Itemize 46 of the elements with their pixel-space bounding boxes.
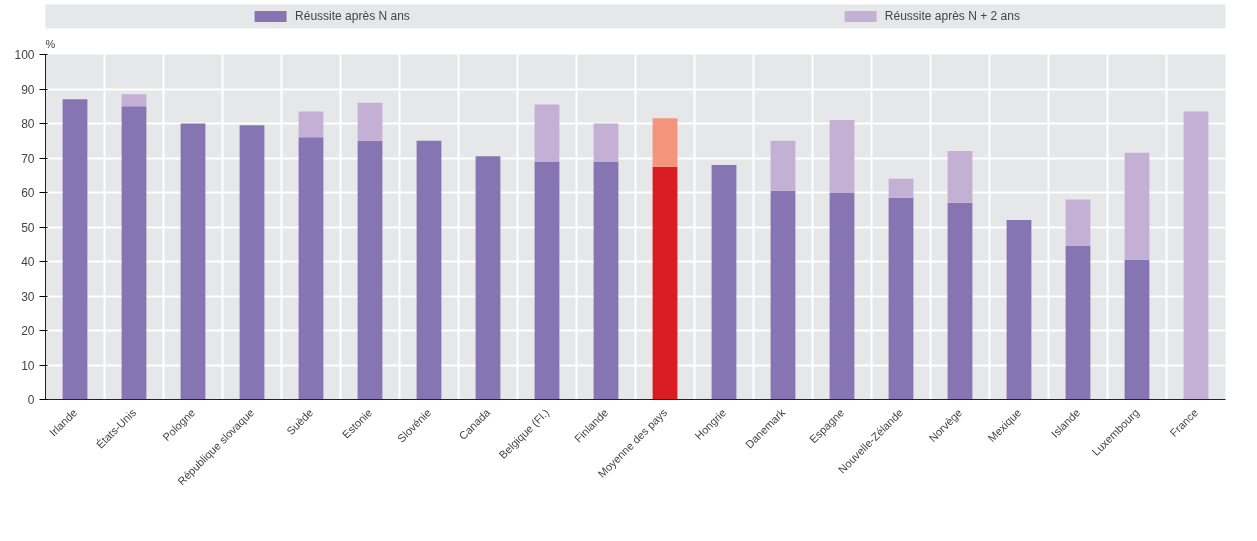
bar <box>298 137 324 400</box>
bar <box>1124 152 1150 260</box>
bar <box>770 190 796 400</box>
bar <box>534 161 560 400</box>
bar <box>888 178 914 198</box>
legend-label: Réussite après N ans <box>295 9 410 23</box>
y-axis-title: % <box>45 37 56 50</box>
bar <box>1183 111 1209 400</box>
bar <box>1065 199 1091 246</box>
bar <box>534 104 560 162</box>
y-tick-label: 100 <box>14 48 35 62</box>
bar <box>770 140 796 191</box>
y-tick-label: 90 <box>21 82 35 97</box>
y-tick-label: 50 <box>21 220 35 235</box>
bar <box>416 140 442 400</box>
bar <box>888 197 914 400</box>
bar <box>1006 220 1032 400</box>
bar <box>652 118 678 167</box>
bar <box>298 111 324 138</box>
bar <box>62 99 88 400</box>
bar <box>711 164 737 400</box>
bar <box>180 123 206 400</box>
y-tick-label: 70 <box>21 151 35 166</box>
y-tick-label: 0 <box>27 393 35 407</box>
bar <box>1065 245 1091 400</box>
bar <box>947 151 973 203</box>
bar <box>829 120 855 193</box>
y-tick-label: 10 <box>21 358 35 373</box>
bar <box>1124 259 1150 400</box>
y-tick-label: 80 <box>21 117 35 131</box>
y-tick-label: 60 <box>21 186 35 200</box>
bar <box>475 156 501 400</box>
y-tick-label: 20 <box>21 324 35 338</box>
bar <box>239 125 265 400</box>
bar <box>121 94 147 107</box>
bar <box>947 202 973 400</box>
bar <box>652 166 678 400</box>
y-tick-label: 30 <box>21 289 35 304</box>
y-tick-label: 40 <box>21 255 35 269</box>
bar <box>357 102 383 141</box>
bar <box>593 161 619 400</box>
bar <box>357 140 383 400</box>
bar <box>829 192 855 400</box>
legend-label: Réussite après N + 2 ans <box>884 9 1020 23</box>
bar <box>593 123 619 162</box>
bar <box>121 106 147 400</box>
